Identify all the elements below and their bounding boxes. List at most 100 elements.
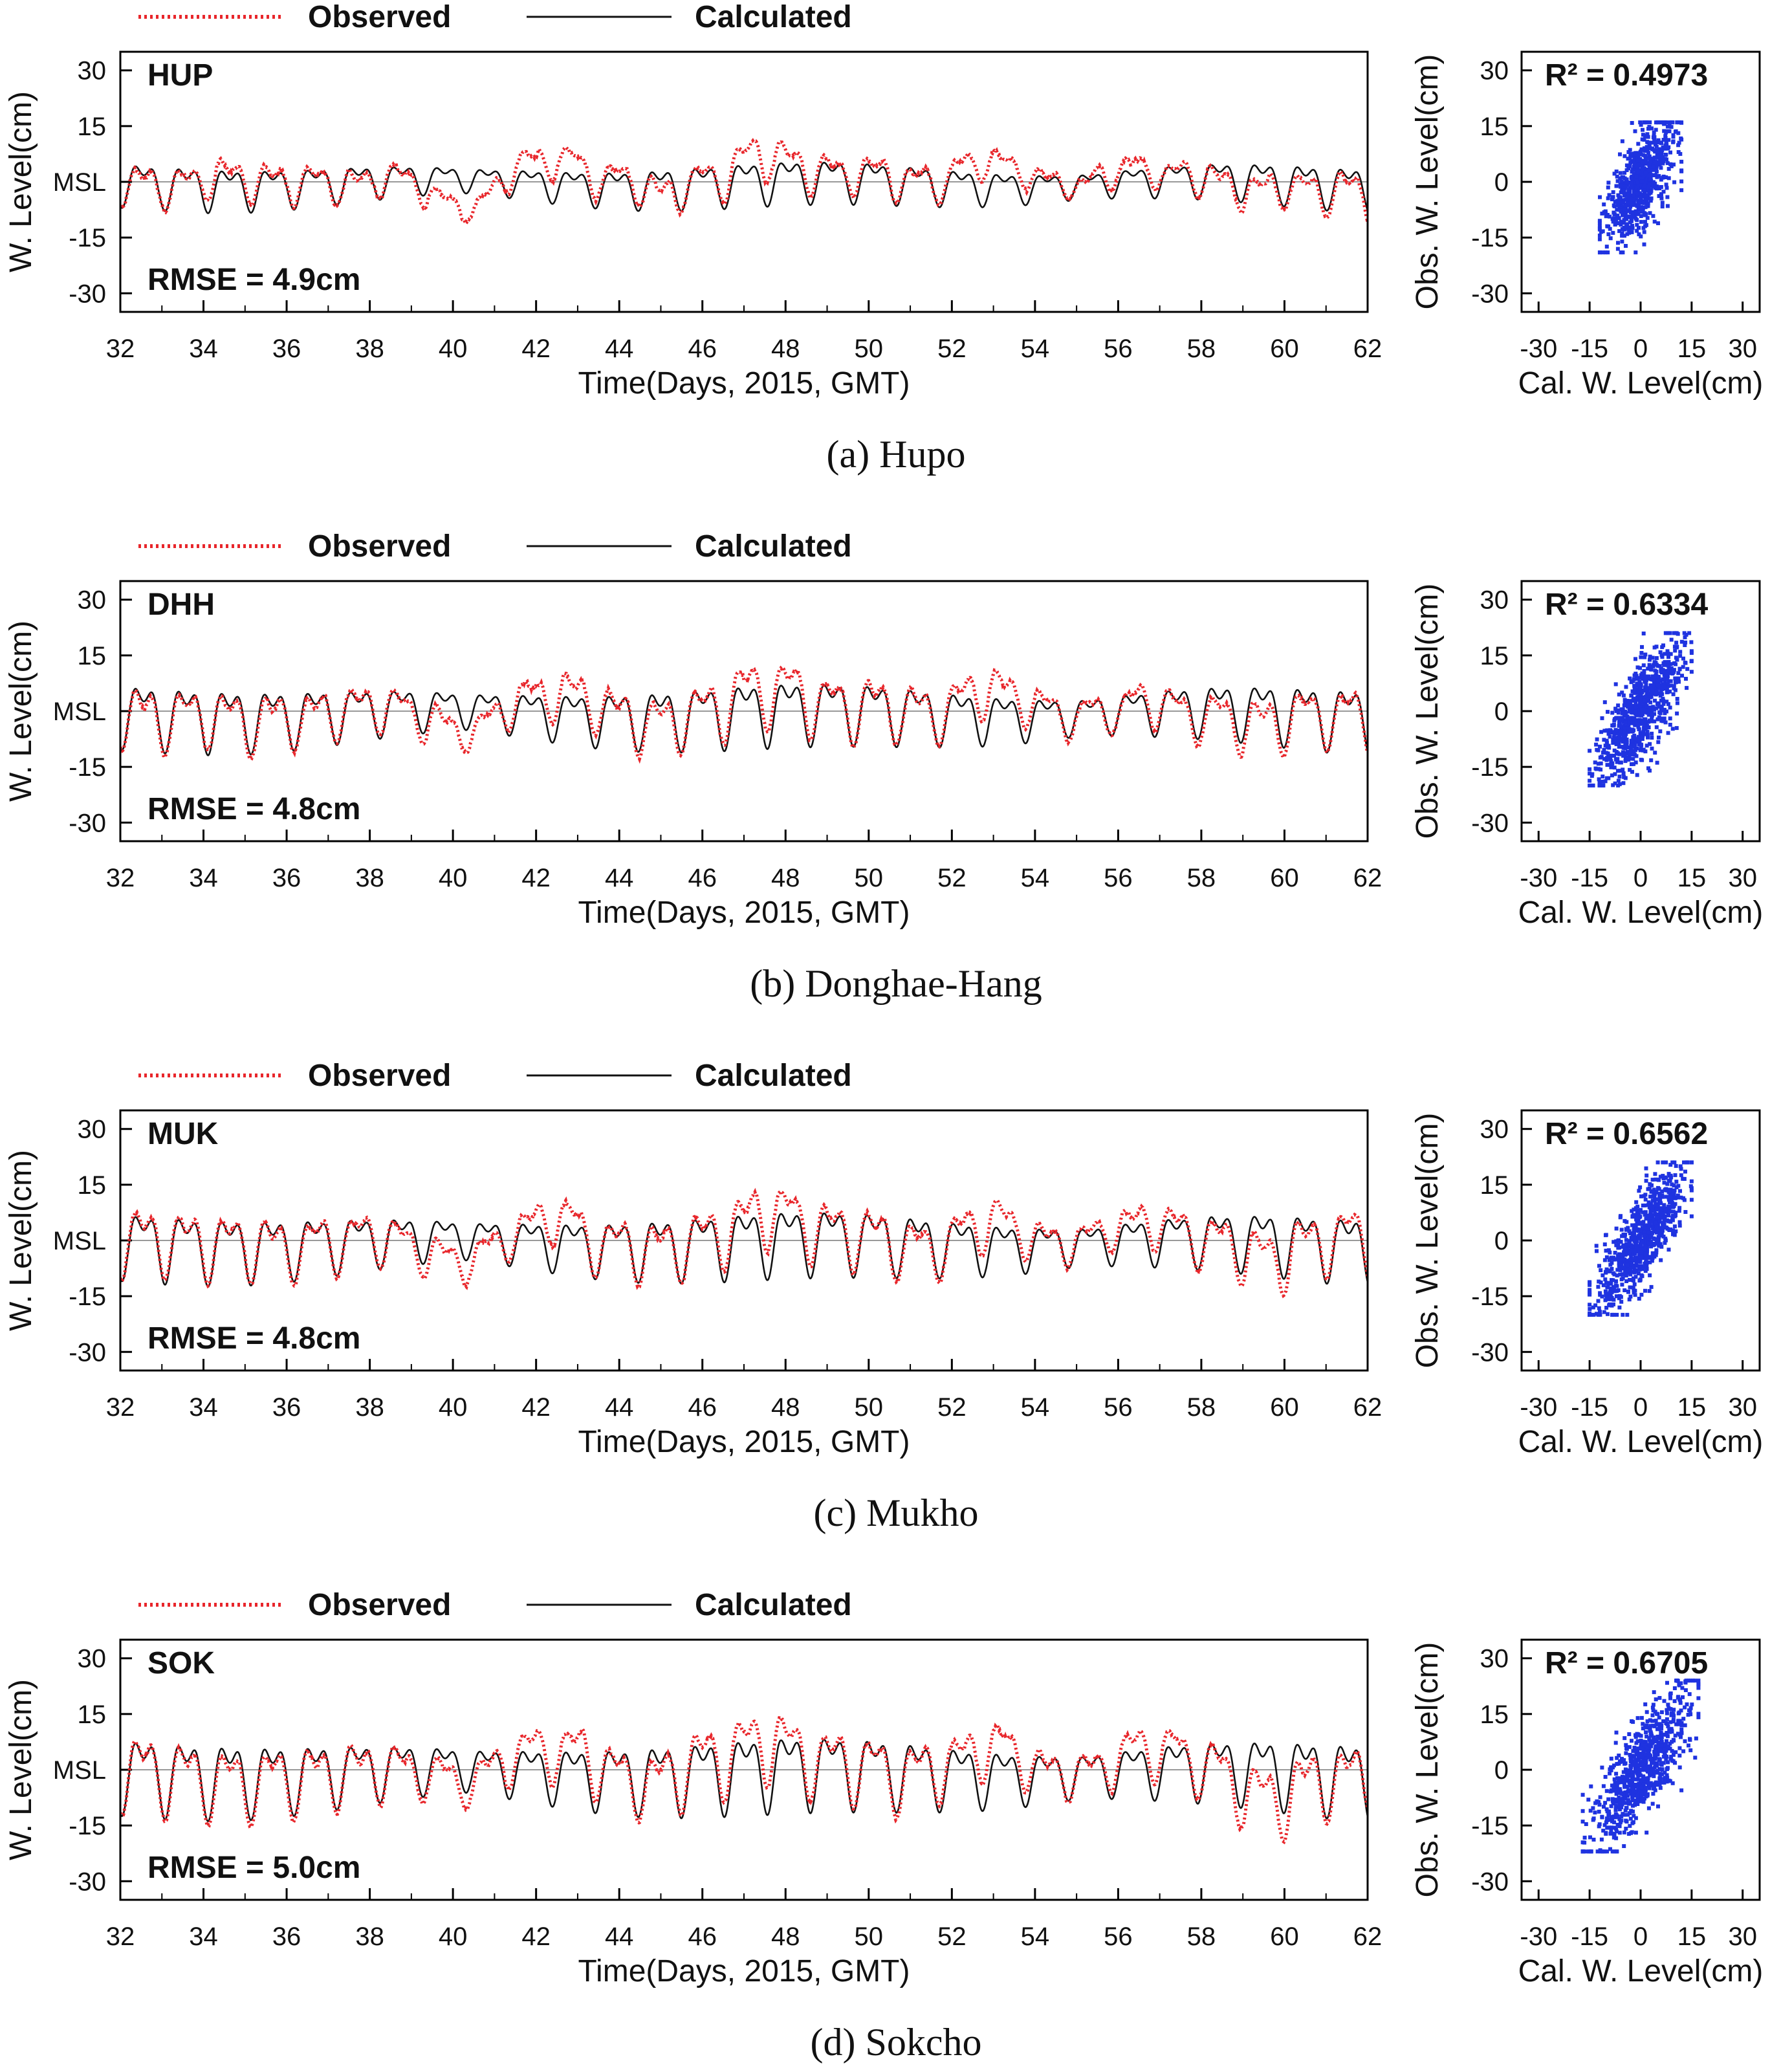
scatter-point (1696, 1682, 1701, 1686)
scatter-point (1610, 1789, 1615, 1793)
scatter-point (1618, 1263, 1623, 1268)
x-tick-label: 56 (1104, 864, 1133, 892)
scatter-point (1628, 709, 1633, 714)
scatter-point (1676, 143, 1681, 148)
series-calculated (120, 161, 1368, 214)
scatter-point (1676, 1719, 1681, 1724)
x-tick-label: 32 (106, 864, 135, 892)
scatter-point (1645, 1719, 1650, 1724)
scatter-point (1663, 157, 1667, 161)
scatter-point (1641, 1739, 1646, 1744)
scatter-point (1648, 165, 1652, 170)
scatter-point (1631, 1270, 1635, 1274)
scatter-point (1599, 754, 1604, 759)
scatter-point (1619, 1257, 1623, 1262)
scatter-point (1662, 1215, 1666, 1219)
scatter-point (1639, 1792, 1644, 1797)
scatter-point (1670, 1748, 1674, 1753)
scatter-point (1663, 146, 1667, 150)
scatter-point (1652, 1785, 1656, 1790)
scatter-point (1610, 1819, 1614, 1823)
scatter-point (1621, 1770, 1626, 1774)
scatter-point (1657, 1776, 1662, 1781)
scatter-point (1608, 1831, 1613, 1836)
scatter-point (1619, 210, 1624, 214)
scatter-point (1608, 729, 1613, 733)
scatter-point (1617, 732, 1622, 736)
scatter-point (1632, 1755, 1637, 1759)
scatter-point (1634, 1269, 1638, 1273)
scatter-point (1656, 1804, 1660, 1809)
scatter-point (1617, 692, 1621, 697)
scatter-point (1631, 1809, 1635, 1814)
scatter-point (1595, 737, 1599, 742)
scatter-point (1628, 220, 1632, 225)
scatter-point (1627, 1268, 1631, 1273)
scatter-point (1612, 1240, 1616, 1244)
scatter-point (1611, 1278, 1615, 1283)
scatter-point (1612, 723, 1616, 727)
scatter-point (1643, 188, 1647, 193)
scatter-point (1652, 712, 1656, 716)
scatter-point (1648, 683, 1653, 688)
scatter-point (1628, 210, 1633, 215)
scatter-point (1635, 223, 1639, 227)
scatter-point (1632, 1207, 1636, 1212)
scatter-point (1624, 1220, 1629, 1224)
scatter-point (1618, 723, 1623, 727)
scatter-point (1665, 649, 1670, 654)
scatter-point (1626, 1769, 1631, 1774)
scatter-point (1663, 1238, 1668, 1242)
scatter-point (1636, 1732, 1641, 1737)
scatter-point (1663, 1240, 1667, 1245)
scatter-point (1669, 1190, 1674, 1195)
scatter-point (1626, 227, 1631, 232)
scatter-point (1617, 221, 1621, 225)
scatter-point (1621, 1779, 1626, 1784)
scatter-point (1623, 751, 1628, 756)
scatter-point (1604, 214, 1608, 219)
scatter-point (1639, 718, 1644, 723)
x-tick-label: 40 (439, 864, 468, 892)
scatter-point (1683, 1739, 1687, 1743)
scatter-point (1650, 1256, 1655, 1260)
scatter-point (1633, 1251, 1637, 1256)
scatter-point (1611, 738, 1615, 742)
scatter-point (1646, 674, 1650, 679)
scatter-point (1623, 193, 1627, 197)
scatter-point (1634, 250, 1638, 255)
scatter-point (1640, 167, 1644, 171)
scatter-point (1663, 1225, 1668, 1229)
scatter-point (1672, 1686, 1677, 1690)
scatter-point (1617, 775, 1622, 779)
series-calculated (120, 1739, 1368, 1823)
scatter-point (1625, 232, 1630, 236)
scatter-point (1609, 1804, 1613, 1809)
scatter-point (1603, 779, 1608, 784)
scatter-point (1630, 230, 1634, 234)
scatter-point (1606, 1825, 1611, 1830)
scatter-point (1602, 747, 1606, 752)
scatter-point (1648, 211, 1652, 215)
scatter-y-tick-label: 30 (1480, 57, 1509, 85)
scatter-point (1618, 176, 1623, 181)
scatter-point (1693, 1756, 1698, 1760)
scatter-point (1600, 1765, 1604, 1770)
x-tick-label: 44 (605, 335, 634, 363)
scatter-point (1619, 223, 1623, 227)
scatter-point (1679, 1173, 1683, 1178)
scatter-point (1640, 644, 1644, 649)
scatter-point (1644, 1752, 1648, 1757)
scatter-point (1634, 1767, 1638, 1772)
y-tick-label: MSL (53, 698, 106, 726)
scatter-point (1620, 711, 1624, 716)
y-tick-label: -15 (69, 224, 106, 252)
y-tick-label: 30 (78, 57, 107, 85)
scatter-point (1641, 712, 1645, 716)
scatter-point (1689, 1188, 1694, 1193)
scatter-point (1639, 1715, 1644, 1720)
scatter-point (1628, 1231, 1632, 1235)
scatter-point (1661, 696, 1665, 701)
scatter-point (1650, 1198, 1655, 1203)
scatter-point (1668, 1163, 1673, 1167)
